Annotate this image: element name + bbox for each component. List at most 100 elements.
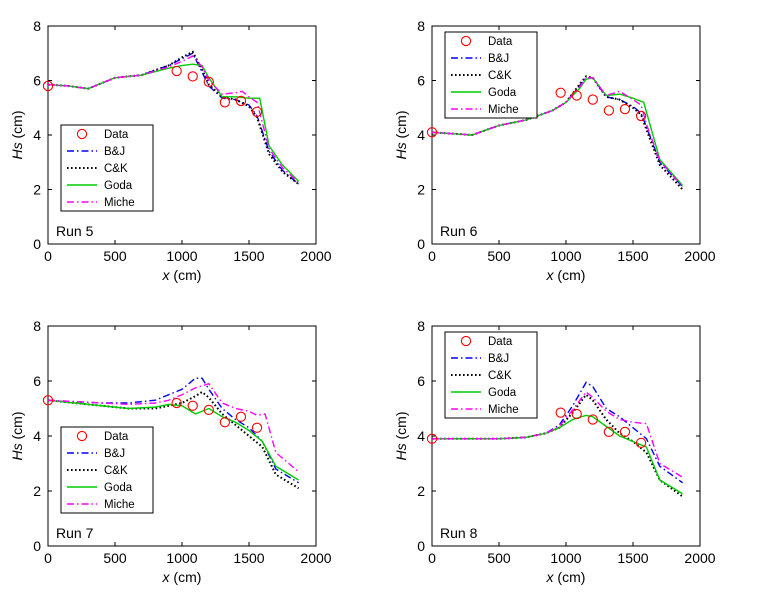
y-tick-label: 2 [33,483,41,499]
data-point [251,106,263,117]
x-tick-label: 500 [103,550,127,566]
x-tick-label: 2000 [684,550,715,566]
x-tick-label: 1500 [233,248,264,264]
legend-label-ck: C&K [104,465,128,477]
x-axis-unit: (cm) [554,569,586,585]
y-tick-label: 2 [417,483,425,499]
data-point [635,437,647,449]
run-label: Run 5 [56,223,94,239]
x-axis-label: x (cm) [162,569,202,585]
x-tick-label: 500 [487,248,511,264]
data-point [251,422,263,433]
data-point [635,110,647,122]
legend-box [444,331,538,419]
legend-label-miche: Miche [488,404,519,416]
y-axis-variable: Hs [393,443,409,460]
legend-label-data: Data [488,336,513,348]
legend-label-data: Data [104,129,129,141]
x-tick-label: 2000 [300,248,331,264]
y-tick-label: 4 [417,428,425,444]
legend-label-goda: Goda [488,387,517,399]
data-point [219,97,231,108]
x-tick-label: 500 [487,550,511,566]
data-point [603,105,615,116]
x-tick-label: 1000 [166,550,197,566]
legend-label-goda: Goda [104,180,133,192]
y-tick-label: 6 [33,73,41,89]
data-point [555,87,566,98]
run-label: Run 8 [440,525,478,541]
x-axis-unit: (cm) [170,267,202,283]
y-tick-label: 0 [33,236,41,252]
x-tick-label: 0 [428,550,436,566]
y-axis-label: Hs (cm) [9,110,25,159]
x-tick-label: 2000 [684,248,715,264]
data-point [571,408,582,420]
data-point [619,426,631,438]
x-axis-label: x (cm) [546,267,586,283]
y-tick-label: 8 [33,18,41,34]
y-tick-label: 6 [33,373,41,389]
y-tick-label: 4 [33,127,41,143]
data-point [171,397,182,409]
y-axis-label: Hs (cm) [9,411,25,460]
y-axis-unit: (cm) [9,411,25,443]
x-axis-variable: x [162,569,171,585]
series-line-ck [48,50,300,185]
legend-label-bj: B&J [104,146,125,158]
data-point [42,80,54,92]
data-point [42,395,54,406]
x-axis-variable: x [162,267,171,283]
run-label: Run 7 [56,525,94,541]
y-tick-label: 0 [417,236,425,252]
legend: Data B&J C&K Goda Miche [60,426,154,514]
legend-label-ck: C&K [104,163,128,175]
data-point [203,404,214,416]
legend-data-marker [460,35,472,47]
data-point [235,95,247,107]
y-axis-label: Hs (cm) [393,110,409,159]
data-point [203,76,214,88]
legend-data-marker [76,128,88,140]
data-point [187,400,198,411]
legend: Data B&J C&K Goda Miche [444,31,538,119]
series-line-miche [48,55,300,184]
x-axis-label: x (cm) [162,267,202,283]
series-line-miche [432,390,683,478]
legend-label-data: Data [104,431,129,443]
x-tick-label: 0 [428,248,436,264]
y-axis-unit: (cm) [393,110,409,142]
legend: Data B&J C&K Goda Miche [444,331,538,419]
data-point [426,127,438,138]
legend: Data B&J C&K Goda Miche [60,124,154,212]
legend-data-marker [76,430,88,442]
y-axis-label: Hs (cm) [393,411,409,460]
x-tick-label: 1000 [550,550,581,566]
y-tick-label: 6 [417,73,425,89]
y-axis-variable: Hs [9,443,25,460]
x-tick-label: 0 [44,248,52,264]
series-line-ck [432,75,684,191]
data-point [235,411,247,422]
legend-label-ck: C&K [488,70,512,82]
legend-label-bj: B&J [104,448,125,460]
data-point [603,426,615,438]
legend-label-data: Data [488,36,513,48]
y-axis-unit: (cm) [393,411,409,443]
x-tick-label: 0 [44,550,52,566]
y-tick-label: 2 [417,182,425,198]
legend-label-goda: Goda [488,87,517,99]
y-tick-label: 2 [33,182,41,198]
x-tick-label: 1500 [233,550,264,566]
series-line-goda [48,399,299,481]
legend-label-goda: Goda [104,482,133,494]
x-tick-label: 1000 [550,248,581,264]
x-tick-label: 1000 [166,248,197,264]
y-tick-label: 6 [417,373,425,389]
data-point [219,417,231,428]
